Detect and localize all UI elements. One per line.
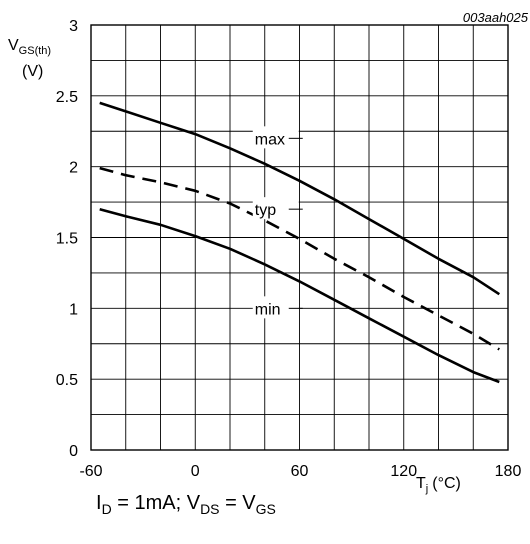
- caption-id-sub: D: [101, 501, 112, 517]
- y-tick-label: 0: [69, 443, 78, 460]
- chart-code: 003aah025: [463, 10, 529, 25]
- x-tick-label: 60: [291, 463, 309, 480]
- label-min-background: [252, 296, 299, 319]
- label-typ: typ: [255, 202, 276, 219]
- x-tick-label: 120: [390, 463, 417, 480]
- y-tick-label: 2.5: [56, 89, 78, 106]
- curves: [99, 101, 501, 384]
- x-tick-label: 0: [191, 463, 200, 480]
- test-conditions-caption: ID = 1mA; VDS = VGS: [96, 492, 276, 517]
- curve-labels: max typ min: [252, 126, 303, 319]
- x-tick-label: -60: [79, 463, 102, 480]
- series-max-line: [99, 101, 501, 296]
- y-tick-label: 3: [69, 18, 78, 35]
- y-tick-label: 1: [69, 301, 78, 318]
- label-max-background: [252, 126, 299, 149]
- x-axis-label-sub: j: [425, 483, 428, 495]
- tick-labels: 00.511.522.53-60 0 60 120 180: [56, 18, 522, 480]
- y-axis-unit: (V): [22, 63, 43, 80]
- y-tick-label: 0.5: [56, 372, 78, 389]
- x-axis-label-main: T: [416, 475, 426, 492]
- y-tick-label: 1.5: [56, 231, 78, 248]
- caption-eq: = V: [219, 492, 256, 514]
- y-axis-label: VGS(th): [8, 37, 51, 57]
- caption-middle: = 1mA; V: [111, 492, 201, 514]
- x-tick-label: 180: [495, 463, 522, 480]
- y-axis-label-main: V: [8, 37, 19, 54]
- y-axis-label-sub: GS(th): [19, 45, 51, 57]
- label-typ-background: [252, 197, 299, 220]
- label-min: min: [255, 301, 281, 318]
- y-tick-label: 2: [69, 160, 78, 177]
- caption-vds-sub: DS: [200, 501, 220, 517]
- x-axis-label-unit: (°C): [432, 475, 461, 492]
- x-axis-label: Tj (°C): [416, 475, 461, 495]
- grid: [91, 25, 508, 450]
- plot-frame: [90, 24, 509, 451]
- label-max: max: [255, 131, 285, 148]
- series-min-line: [99, 207, 500, 384]
- caption-id: I: [96, 492, 102, 514]
- caption-vgs-sub: GS: [255, 501, 276, 517]
